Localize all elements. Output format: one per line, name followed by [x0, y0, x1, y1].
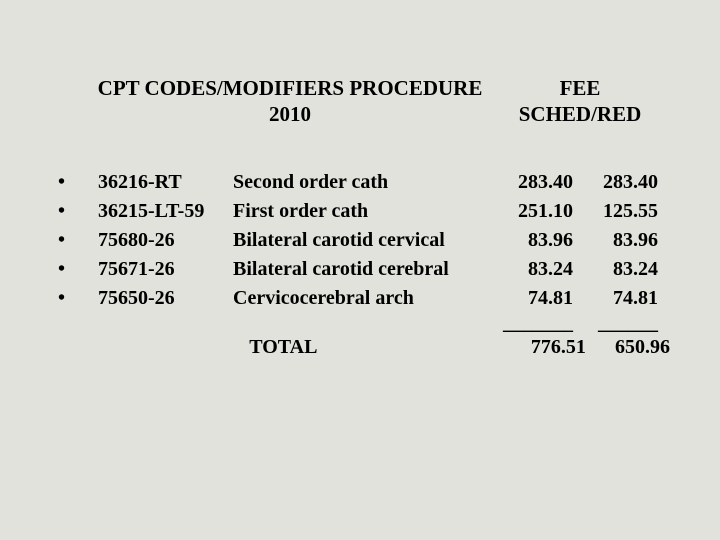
cpt-code: 75680-26 [98, 226, 233, 255]
fee-red: 283.40 [573, 168, 658, 197]
heading-left: CPT CODES/MODIFIERS PROCEDURE 2010 [50, 75, 500, 128]
fee-red: 83.96 [573, 226, 658, 255]
heading-left-line2: 2010 [269, 102, 311, 126]
procedure-desc: First order cath [233, 197, 478, 226]
bullet-icon: • [50, 197, 98, 226]
fee-sched: 251.10 [478, 197, 573, 226]
cpt-code: 36215-LT-59 [98, 197, 233, 226]
headings: CPT CODES/MODIFIERS PROCEDURE 2010 FEE S… [50, 75, 670, 128]
total-row: TOTAL 776.51 650.96 [50, 333, 670, 362]
slide: CPT CODES/MODIFIERS PROCEDURE 2010 FEE S… [0, 0, 720, 540]
procedure-desc: Second order cath [233, 168, 478, 197]
fee-sched: 283.40 [478, 168, 573, 197]
fee-sched: 83.96 [478, 226, 573, 255]
cpt-code: 36216-RT [98, 168, 233, 197]
bullet-icon: • [50, 226, 98, 255]
bullet-icon: • [50, 284, 98, 313]
table-row: • 75650-26 Cervicocerebral arch 74.81 74… [50, 284, 670, 313]
fee-red: 74.81 [573, 284, 658, 313]
fee-red: 83.24 [573, 255, 658, 284]
table-row: • 75671-26 Bilateral carotid cerebral 83… [50, 255, 670, 284]
table-row: • 36215-LT-59 First order cath 251.10 12… [50, 197, 670, 226]
table-row: • 75680-26 Bilateral carotid cervical 83… [50, 226, 670, 255]
total-fee-sched: 776.51 [492, 333, 586, 362]
procedure-desc: Bilateral carotid cerebral [233, 255, 478, 284]
fee-sched: 74.81 [478, 284, 573, 313]
bullet-icon: • [50, 255, 98, 284]
procedure-desc: Cervicocerebral arch [233, 284, 478, 313]
divider-row: • x x _______ ______ [50, 313, 670, 333]
table-row: • 36216-RT Second order cath 283.40 283.… [50, 168, 670, 197]
bullet-icon: • [50, 168, 98, 197]
heading-right: FEE SCHED/RED [500, 75, 670, 128]
fee-red: 125.55 [573, 197, 658, 226]
total-fee-red: 650.96 [586, 333, 670, 362]
cpt-code: 75650-26 [98, 284, 233, 313]
procedure-desc: Bilateral carotid cervical [233, 226, 478, 255]
cpt-code: 75671-26 [98, 255, 233, 284]
total-label: TOTAL [231, 333, 492, 362]
fee-sched: 83.24 [478, 255, 573, 284]
heading-left-line1: CPT CODES/MODIFIERS PROCEDURE [98, 76, 483, 100]
divider-rule: ______ [573, 313, 658, 333]
divider-rule: _______ [478, 313, 573, 333]
